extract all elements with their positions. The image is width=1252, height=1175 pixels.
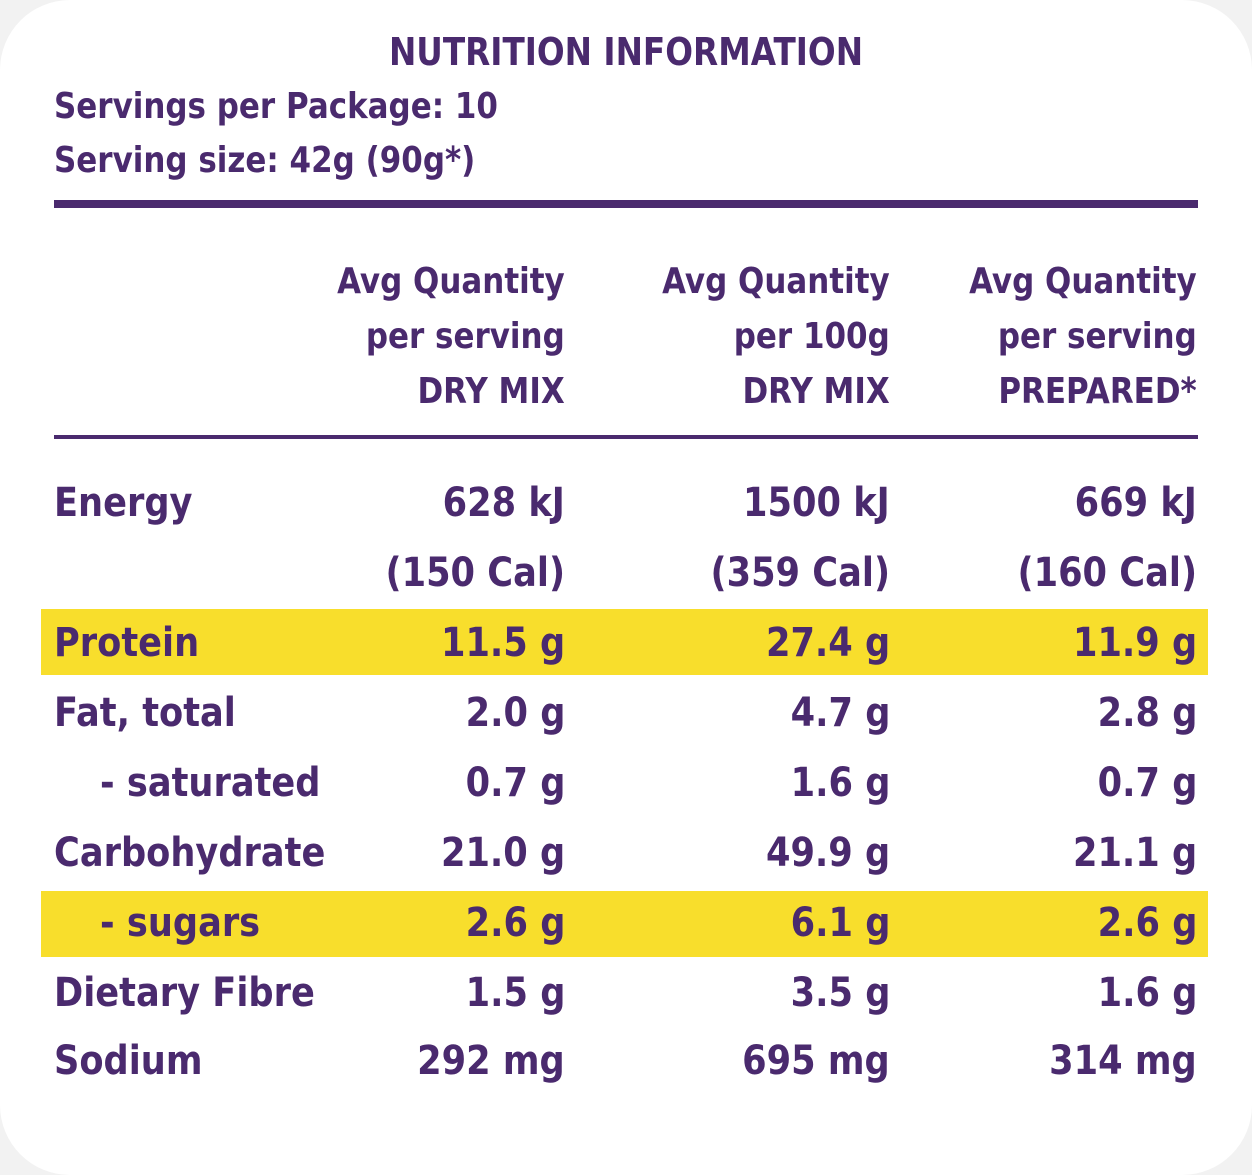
cell-value: 2.0 g xyxy=(465,690,565,736)
cell-value: 11.9 g xyxy=(1072,620,1197,666)
column-header-per-serving-prepared: Avg Quantity per serving PREPARED* xyxy=(969,254,1197,419)
cell-value: 1.5 g xyxy=(465,970,565,1016)
cell-value: 21.1 g xyxy=(1072,830,1197,876)
highlight-band-sugars xyxy=(41,891,1208,957)
cell-value: 1.6 g xyxy=(790,760,890,806)
cell-value: 27.4 g xyxy=(765,620,890,666)
thin-divider xyxy=(54,435,1198,439)
serving-size: Serving size: 42g (90g*) xyxy=(54,140,476,181)
column-header-line: DRY MIX xyxy=(417,371,565,412)
cell-value: 2.8 g xyxy=(1097,690,1197,736)
column-header-line: Avg Quantity xyxy=(969,261,1197,302)
cell-value: 3.5 g xyxy=(790,970,890,1016)
column-header-line: per 100g xyxy=(734,316,890,357)
cell-value: 2.6 g xyxy=(465,900,565,946)
thick-divider xyxy=(54,200,1198,208)
cell-value: (160 Cal) xyxy=(1017,550,1197,596)
column-header-line: DRY MIX xyxy=(742,371,890,412)
row-label: Protein xyxy=(54,620,200,666)
row-label: Energy xyxy=(54,480,193,526)
cell-value: 2.6 g xyxy=(1097,900,1197,946)
row-label: - saturated xyxy=(100,760,321,806)
cell-value: 4.7 g xyxy=(790,690,890,736)
column-header-per-100g-dry: Avg Quantity per 100g DRY MIX xyxy=(662,254,890,419)
highlight-band-protein xyxy=(41,609,1208,675)
cell-value: 669 kJ xyxy=(1074,480,1197,526)
row-label: Carbohydrate xyxy=(54,830,326,876)
row-label: Sodium xyxy=(54,1038,203,1084)
column-header-line: per serving xyxy=(998,316,1197,357)
column-header-line: Avg Quantity xyxy=(337,261,565,302)
cell-value: 0.7 g xyxy=(465,760,565,806)
cell-value: 21.0 g xyxy=(440,830,565,876)
row-label: Dietary Fibre xyxy=(54,970,315,1016)
row-label: Fat, total xyxy=(54,690,236,736)
column-header-line: per serving xyxy=(366,316,565,357)
cell-value: 6.1 g xyxy=(790,900,890,946)
column-header-line: Avg Quantity xyxy=(662,261,890,302)
column-header-line: PREPARED* xyxy=(998,371,1197,412)
cell-value: 292 mg xyxy=(417,1038,565,1084)
cell-value: 1.6 g xyxy=(1097,970,1197,1016)
column-header-per-serving-dry: Avg Quantity per serving DRY MIX xyxy=(337,254,565,419)
cell-value: (150 Cal) xyxy=(385,550,565,596)
cell-value: (359 Cal) xyxy=(710,550,890,596)
cell-value: 11.5 g xyxy=(440,620,565,666)
servings-per-package: Servings per Package: 10 xyxy=(54,86,498,127)
cell-value: 314 mg xyxy=(1049,1038,1197,1084)
panel-title: NUTRITION INFORMATION xyxy=(388,30,864,74)
cell-value: 695 mg xyxy=(742,1038,890,1084)
cell-value: 49.9 g xyxy=(765,830,890,876)
row-label: - sugars xyxy=(100,900,261,946)
cell-value: 1500 kJ xyxy=(743,480,890,526)
cell-value: 0.7 g xyxy=(1097,760,1197,806)
cell-value: 628 kJ xyxy=(442,480,565,526)
